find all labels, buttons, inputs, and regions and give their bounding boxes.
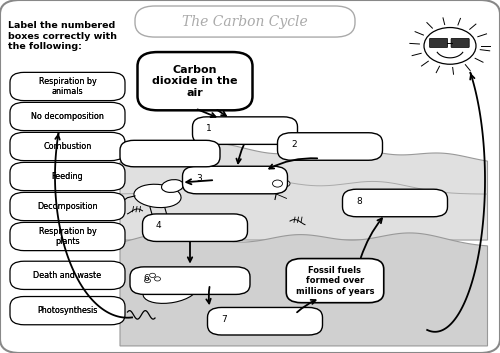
Text: Decomposition: Decomposition: [37, 202, 98, 211]
Text: Death and waste: Death and waste: [34, 271, 102, 280]
Circle shape: [154, 277, 160, 281]
Text: Death and waste: Death and waste: [34, 271, 102, 280]
FancyBboxPatch shape: [135, 6, 355, 37]
FancyBboxPatch shape: [138, 52, 252, 110]
FancyBboxPatch shape: [286, 258, 384, 303]
Ellipse shape: [143, 279, 197, 303]
FancyBboxPatch shape: [120, 140, 220, 167]
FancyBboxPatch shape: [451, 38, 469, 48]
Text: Combustion: Combustion: [44, 142, 92, 151]
Text: 1: 1: [206, 124, 212, 133]
Circle shape: [277, 185, 286, 192]
Text: Photosynthesis: Photosynthesis: [38, 306, 98, 315]
Text: Respiration by
plants: Respiration by plants: [38, 227, 96, 246]
Text: Carbon
dioxide in the
air: Carbon dioxide in the air: [152, 65, 238, 98]
Text: 6: 6: [144, 274, 150, 283]
Circle shape: [281, 180, 290, 187]
Circle shape: [424, 28, 476, 64]
FancyBboxPatch shape: [10, 261, 125, 289]
FancyBboxPatch shape: [10, 162, 125, 191]
Text: Respiration by
plants: Respiration by plants: [38, 227, 96, 246]
Text: The Carbon Cycle: The Carbon Cycle: [182, 14, 308, 29]
Ellipse shape: [134, 184, 181, 208]
Text: Respiration by
animals: Respiration by animals: [38, 77, 96, 96]
Text: Feeding: Feeding: [52, 172, 84, 181]
Polygon shape: [120, 143, 488, 240]
Ellipse shape: [162, 180, 184, 192]
FancyBboxPatch shape: [10, 222, 125, 251]
Text: 2: 2: [291, 140, 296, 149]
FancyBboxPatch shape: [10, 132, 125, 161]
Circle shape: [269, 175, 278, 182]
Circle shape: [144, 279, 150, 283]
Circle shape: [277, 175, 286, 182]
FancyBboxPatch shape: [10, 297, 125, 325]
FancyBboxPatch shape: [142, 214, 248, 241]
Circle shape: [272, 180, 282, 187]
FancyBboxPatch shape: [10, 192, 125, 221]
FancyBboxPatch shape: [208, 307, 322, 335]
FancyBboxPatch shape: [342, 189, 448, 217]
FancyBboxPatch shape: [130, 267, 250, 294]
FancyBboxPatch shape: [192, 117, 298, 144]
Text: Combustion: Combustion: [44, 142, 92, 151]
FancyBboxPatch shape: [430, 38, 448, 48]
Text: Fossil fuels
formed over
millions of years: Fossil fuels formed over millions of yea…: [296, 266, 374, 295]
FancyBboxPatch shape: [10, 72, 125, 101]
Text: Decomposition: Decomposition: [37, 202, 98, 211]
FancyBboxPatch shape: [278, 133, 382, 160]
Polygon shape: [120, 231, 488, 346]
Text: 7: 7: [221, 315, 227, 324]
FancyBboxPatch shape: [10, 102, 125, 131]
Text: Label the numbered
boxes correctly with
the following:: Label the numbered boxes correctly with …: [8, 21, 117, 51]
Text: No decomposition: No decomposition: [31, 112, 104, 121]
Text: 8: 8: [356, 197, 362, 206]
Circle shape: [269, 185, 278, 192]
FancyBboxPatch shape: [182, 166, 288, 194]
Text: Respiration by
animals: Respiration by animals: [38, 77, 96, 96]
Text: Photosynthesis: Photosynthesis: [38, 306, 98, 315]
Text: Feeding: Feeding: [52, 172, 84, 181]
Text: 3: 3: [196, 174, 202, 183]
Circle shape: [150, 273, 156, 277]
Text: 4: 4: [156, 221, 162, 231]
Text: No decomposition: No decomposition: [31, 112, 104, 121]
Circle shape: [265, 180, 274, 187]
